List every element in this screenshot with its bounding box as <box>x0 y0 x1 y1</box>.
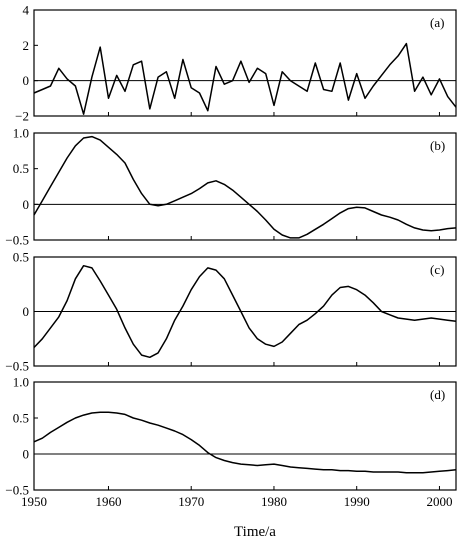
x-tick-label: 1980 <box>261 494 287 509</box>
y-tick-label: −2 <box>15 109 29 124</box>
y-tick-label: −0.5 <box>5 483 29 498</box>
y-tick-label: 1.0 <box>13 126 29 141</box>
y-tick-label: 4 <box>23 3 30 18</box>
panel-label: (c) <box>430 262 444 277</box>
series-line <box>33 42 457 115</box>
y-tick-label: 0 <box>23 304 30 319</box>
x-tick-label: 1970 <box>178 494 204 509</box>
panel-3: −0.5 0 0.5 (c) <box>5 250 457 374</box>
x-tick-label: 2000 <box>426 494 452 509</box>
panel-4: −0.5 0 0.5 1.0 1950 1960 1970 1980 1990 2000 (d) <box>5 375 457 509</box>
y-tick-label: −0.5 <box>5 359 29 374</box>
panel-1: −2 0 2 4 (a) <box>15 3 457 124</box>
panel-label: (d) <box>430 387 445 402</box>
panel-label: (a) <box>430 15 444 30</box>
panel-2-frame <box>33 132 457 241</box>
series-line <box>33 411 457 474</box>
series-line <box>33 264 457 359</box>
series-line <box>33 135 457 239</box>
x-axis-title: Time/a <box>234 524 276 540</box>
panel-4-frame <box>33 381 457 491</box>
y-tick-label: 2 <box>23 38 30 53</box>
y-tick-label: 1.0 <box>13 375 29 390</box>
x-tick-label: 1950 <box>21 494 47 509</box>
x-tick-label: 1960 <box>95 494 121 509</box>
y-tick-label: 0 <box>23 447 30 462</box>
panel-2: −0.5 0 0.5 1.0 (b) <box>5 126 457 248</box>
y-tick-label: 0.5 <box>13 411 29 426</box>
y-tick-label: 0 <box>23 197 30 212</box>
panel-1-frame <box>33 9 457 117</box>
panel-label: (b) <box>430 138 445 153</box>
y-tick-label: 0.5 <box>13 161 29 176</box>
y-tick-label: −0.5 <box>5 233 29 248</box>
chart-panels: −2 0 2 4 (a) −0.5 0 0.5 1.0 (b) −0.5 0 0.5 (c) −0.5 0 0.… <box>5 3 457 509</box>
y-tick-label: 0 <box>23 73 30 88</box>
y-tick-label: 0.5 <box>13 250 29 265</box>
x-tick-label: 1990 <box>344 494 370 509</box>
